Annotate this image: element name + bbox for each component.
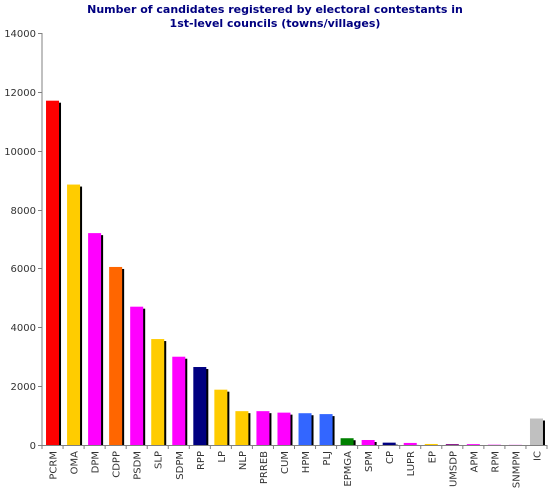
x-tick-label: EP <box>427 451 438 463</box>
x-tick-label: APM <box>469 451 480 473</box>
x-tick-label: UMSDP <box>448 451 459 487</box>
bar-lp <box>214 389 228 445</box>
bar-plj <box>319 414 333 445</box>
x-tick-label: PCRM <box>49 451 60 480</box>
x-tick-label: RPP <box>196 451 207 470</box>
x-tick-label: HPM <box>301 451 312 473</box>
y-axis: 0 2000 4000 6000 8000 10000 12000 14000 <box>4 29 43 452</box>
x-tick-label: OMA <box>70 451 81 474</box>
x-tick-label: SNMPM <box>511 451 522 488</box>
bar-ic <box>529 418 543 445</box>
x-tick-label: SPM <box>364 451 375 472</box>
bar-hpm <box>298 413 312 445</box>
x-tick-label: LUPR <box>406 451 417 476</box>
bar-slp <box>151 339 165 445</box>
bar-oma <box>67 184 81 446</box>
bar-spm <box>361 439 375 445</box>
x-tick-label: EPMGA <box>343 451 354 487</box>
y-tick-label: 14000 <box>4 29 36 40</box>
y-tick-label: 6000 <box>11 264 36 275</box>
bar-nlp <box>235 411 249 445</box>
y-tick-label: 12000 <box>4 88 36 99</box>
bar-dpm <box>88 233 102 445</box>
bar-apm <box>466 444 480 445</box>
y-tick-label: 2000 <box>11 382 36 393</box>
x-tick-label: RPM <box>490 451 501 473</box>
x-tick-label: PSDM <box>133 451 144 480</box>
bar-epmga <box>340 438 354 445</box>
bar-umsdp <box>445 444 459 445</box>
bar-lupr <box>403 442 417 445</box>
bars <box>46 100 545 446</box>
y-tick-label: 0 <box>30 441 36 452</box>
x-tick-label: CDPP <box>112 451 123 478</box>
bar-cum <box>277 412 291 445</box>
bar-prreb <box>256 411 270 445</box>
bar-sdpm <box>172 356 186 445</box>
x-axis: PCRM OMA DPM CDPP PSDM SLP SDPM RPP LP NLP PRREB CU… <box>41 445 548 488</box>
bar-rpp <box>193 367 207 445</box>
x-tick-label: SLP <box>154 451 165 469</box>
bar-psdm <box>130 306 144 445</box>
bar-cdpp <box>109 266 123 445</box>
x-tick-label: CP <box>385 451 396 464</box>
y-tick-label: 10000 <box>4 147 36 158</box>
x-tick-label: CUM <box>280 451 291 474</box>
x-tick-label: PLJ <box>322 451 333 466</box>
bar-pcrm <box>46 100 60 445</box>
bar-cp <box>382 442 396 445</box>
x-tick-label: NLP <box>238 451 249 470</box>
x-tick-label: DPM <box>91 451 102 473</box>
chart-title-line2: 1st-level councils (towns/villages) <box>169 17 381 30</box>
x-tick-label: SDPM <box>175 451 186 480</box>
x-tick-label: IC <box>532 451 543 461</box>
y-tick-label: 4000 <box>11 323 36 334</box>
chart-title: Number of candidates registered by elect… <box>40 3 510 31</box>
bar-ep <box>424 443 438 445</box>
y-tick-label: 8000 <box>11 206 36 217</box>
chart-title-line1: Number of candidates registered by elect… <box>87 3 463 16</box>
x-tick-label: PRREB <box>259 451 270 484</box>
x-tick-label: LP <box>217 451 228 463</box>
